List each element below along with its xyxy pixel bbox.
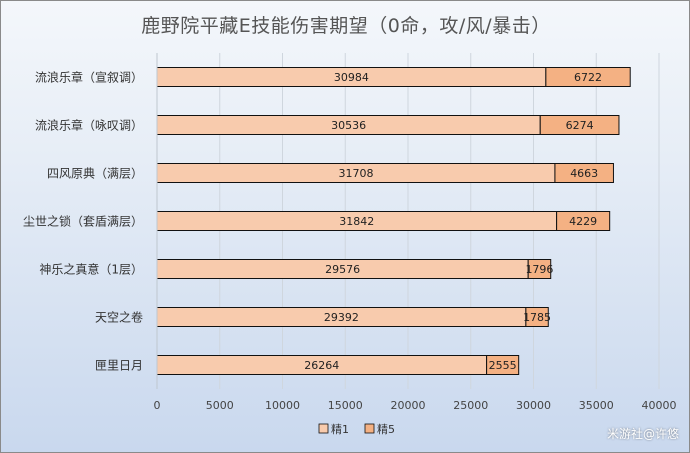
data-label: 31708: [338, 167, 373, 180]
x-tick-label: 40000: [642, 399, 677, 412]
category-label: 天空之卷: [95, 310, 143, 325]
legend-swatch: [364, 423, 375, 434]
category-label: 四风原典（满层）: [47, 167, 143, 181]
category-label: 流浪乐章（咏叹调）: [35, 118, 143, 133]
data-label: 2555: [489, 359, 517, 372]
bar-jing5: [539, 115, 620, 135]
watermark: 米游社@许悠: [606, 427, 679, 441]
data-label: 4229: [569, 215, 597, 228]
bar-jing5: [554, 163, 614, 183]
data-label: 1796: [525, 263, 553, 276]
x-tick-label: 30000: [516, 399, 551, 412]
data-label: 31842: [339, 215, 374, 228]
bar-jing5: [556, 211, 611, 231]
x-tick-label: 5000: [206, 399, 234, 412]
bar-jing5: [527, 259, 552, 279]
bar-jing5: [545, 67, 631, 87]
legend-swatch: [318, 423, 329, 434]
category-label: 匣里日月: [95, 359, 143, 373]
data-label: 26264: [304, 359, 339, 372]
bar-jing5: [486, 355, 520, 375]
category-label: 尘世之锁（套盾满层）: [23, 214, 143, 229]
x-tick-label: 0: [154, 399, 161, 412]
x-tick-label: 10000: [265, 399, 300, 412]
x-tick-label: 25000: [453, 399, 488, 412]
x-tick-label: 35000: [579, 399, 614, 412]
data-label: 30536: [331, 119, 366, 132]
bar-jing5: [525, 307, 549, 327]
x-tick-label: 20000: [391, 399, 426, 412]
x-tick-label: 15000: [328, 399, 363, 412]
chart-title: 鹿野院平藏E技能伤害期望（0命，攻/风/暴击）: [141, 15, 551, 37]
data-label: 4663: [570, 167, 598, 180]
data-label: 6274: [566, 119, 594, 132]
legend-label: 精1: [331, 423, 349, 436]
category-label: 神乐之真意（1层）: [39, 262, 143, 277]
data-label: 29392: [324, 311, 359, 324]
data-label: 6722: [574, 71, 602, 84]
data-label: 30984: [334, 71, 369, 84]
data-label: 1785: [523, 311, 551, 324]
legend-label: 精5: [377, 423, 395, 436]
data-label: 29576: [325, 263, 360, 276]
category-label: 流浪乐章（宣叙调）: [35, 70, 143, 85]
